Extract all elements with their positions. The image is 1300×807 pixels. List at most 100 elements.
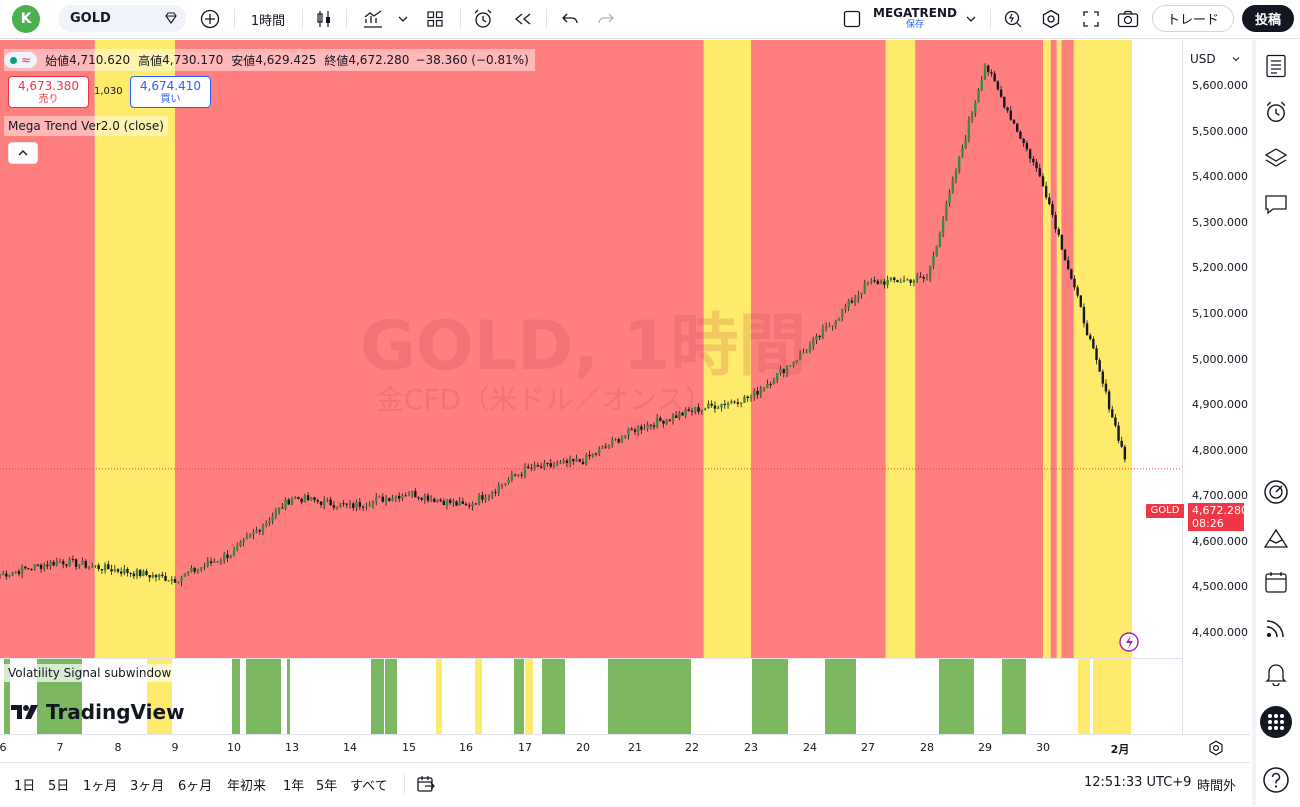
range-button[interactable]: 6ヶ月 — [178, 779, 213, 794]
candle — [352, 501, 355, 511]
candle — [999, 85, 1003, 99]
layout-select-checkbox[interactable] — [840, 0, 864, 38]
price-scale[interactable] — [1182, 40, 1251, 734]
ideas-button[interactable] — [1258, 520, 1294, 556]
layout-grid-button[interactable] — [422, 0, 448, 38]
candle — [552, 461, 556, 469]
publish-button[interactable]: 投稿 — [1242, 5, 1294, 32]
candle — [906, 278, 909, 281]
indicators-dropdown[interactable] — [394, 0, 412, 38]
candle — [14, 570, 17, 574]
indicators-button[interactable] — [360, 0, 386, 38]
screener-button[interactable] — [1258, 474, 1294, 510]
market-status-icon[interactable]: ≈ — [4, 52, 38, 68]
main-chart-pane[interactable] — [0, 40, 1182, 658]
watchlist-button[interactable] — [1258, 48, 1294, 84]
gem-icon — [165, 12, 177, 24]
volatility-bar-green — [4, 659, 10, 735]
chat-button[interactable] — [1258, 186, 1294, 222]
current-price: 4,672.280 — [1192, 504, 1248, 517]
alert-button[interactable] — [470, 0, 496, 38]
candle — [945, 200, 948, 222]
candle — [860, 292, 863, 299]
candle — [474, 502, 478, 505]
screenshot-button[interactable] — [1115, 0, 1141, 38]
candle-style-button[interactable] — [312, 0, 336, 38]
candle — [707, 400, 710, 409]
quick-search-button[interactable] — [1000, 0, 1026, 38]
help-button[interactable] — [1258, 762, 1294, 798]
apps-button[interactable] — [1258, 704, 1294, 740]
range-button[interactable]: 1日 — [14, 779, 36, 794]
subwindow-label[interactable]: Volatility Signal subwindow — [4, 664, 176, 682]
candle — [239, 540, 242, 548]
candle — [468, 502, 471, 510]
candle — [662, 420, 665, 428]
range-button[interactable]: 1ヶ月 — [83, 779, 118, 794]
camera-icon — [1117, 10, 1139, 28]
news-button[interactable] — [1258, 610, 1294, 646]
replay-button[interactable] — [510, 0, 536, 38]
clock-timezone[interactable]: 12:51:33 UTC+9 — [1084, 775, 1192, 790]
range-button[interactable]: 5日 — [48, 779, 70, 794]
time-axis[interactable] — [0, 734, 1250, 763]
candle — [170, 575, 174, 585]
range-button[interactable]: 1年 — [283, 779, 305, 794]
alerts-panel-button[interactable] — [1258, 94, 1294, 130]
candle — [348, 500, 352, 509]
currency-select[interactable]: USD — [1186, 48, 1246, 70]
candle — [828, 322, 831, 328]
candle — [896, 279, 899, 283]
object-tree-button[interactable] — [1258, 140, 1294, 176]
sell-button[interactable]: 4,673.380 売り — [8, 76, 89, 108]
buy-button[interactable]: 4,674.410 買い — [130, 76, 211, 108]
candle — [782, 368, 785, 378]
notifications-button[interactable] — [1258, 656, 1294, 692]
calendar-button[interactable] — [1258, 564, 1294, 600]
legend-collapse-button[interactable] — [8, 142, 38, 164]
bar-countdown: 08:26 — [1192, 517, 1224, 530]
trade-button[interactable]: トレード — [1152, 5, 1234, 32]
candle — [743, 394, 746, 403]
candle — [655, 413, 659, 429]
candle — [129, 572, 132, 578]
candle — [769, 381, 772, 389]
trend-zone-red — [175, 40, 704, 658]
candle — [733, 400, 736, 405]
candle — [527, 463, 530, 469]
rss-icon — [1266, 620, 1284, 638]
candle — [439, 497, 442, 503]
candle — [1082, 303, 1086, 328]
user-avatar[interactable]: K — [12, 5, 40, 33]
redo-button[interactable] — [594, 0, 618, 38]
chevron-up-icon — [18, 150, 28, 156]
range-button[interactable]: 5年 — [316, 779, 338, 794]
symbol-search[interactable]: GOLD — [58, 5, 186, 32]
undo-button[interactable] — [558, 0, 582, 38]
candle — [1038, 163, 1041, 178]
candle — [652, 422, 656, 431]
layout-name-button[interactable]: MEGATREND 保存 — [870, 0, 960, 38]
candle — [180, 575, 183, 587]
goto-date-button[interactable] — [414, 772, 438, 796]
tradingview-logo[interactable]: TradingView — [10, 700, 185, 724]
candle — [643, 424, 646, 431]
range-button[interactable]: 年初来 — [227, 779, 267, 794]
price-chart[interactable] — [0, 40, 1182, 658]
candle — [1019, 130, 1022, 140]
layout-dropdown[interactable] — [962, 0, 980, 38]
session-button[interactable]: 時間外 — [1197, 779, 1237, 794]
candle — [919, 272, 922, 278]
interval-button[interactable]: 1時間 — [250, 13, 286, 29]
candle — [335, 506, 339, 510]
settings-button[interactable] — [1038, 0, 1064, 38]
candle — [617, 437, 620, 444]
volatility-bar-green — [371, 659, 384, 735]
axis-settings-button[interactable] — [1204, 738, 1228, 758]
add-symbol-button[interactable] — [196, 0, 224, 38]
volatility-bar-yellow — [1093, 659, 1131, 735]
fullscreen-button[interactable] — [1078, 0, 1104, 38]
indicator-legend[interactable]: Mega Trend Ver2.0 (close) — [4, 116, 168, 136]
range-button[interactable]: 3ヶ月 — [130, 779, 165, 794]
range-button[interactable]: すべて — [350, 779, 388, 794]
